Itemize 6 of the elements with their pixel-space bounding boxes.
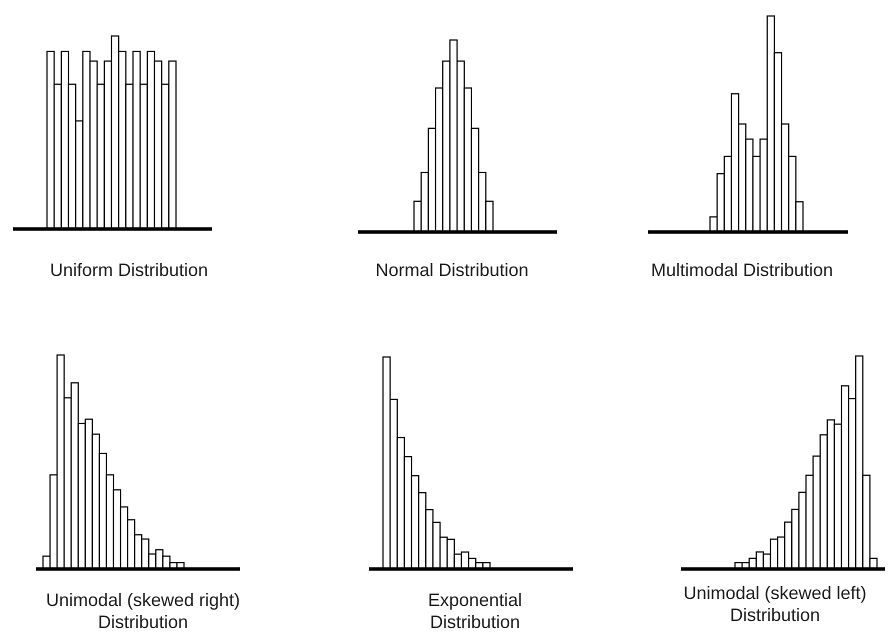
text: Exponential Distribution [428,590,522,632]
text: Unimodal (skewed left) Distribution [683,583,867,625]
text: Uniform Distribution [50,260,208,280]
text: Multimodal Distribution [650,260,834,280]
text: Normal Distribution [375,260,529,280]
text: Unimodal (skewed right) Distribution [46,590,240,632]
